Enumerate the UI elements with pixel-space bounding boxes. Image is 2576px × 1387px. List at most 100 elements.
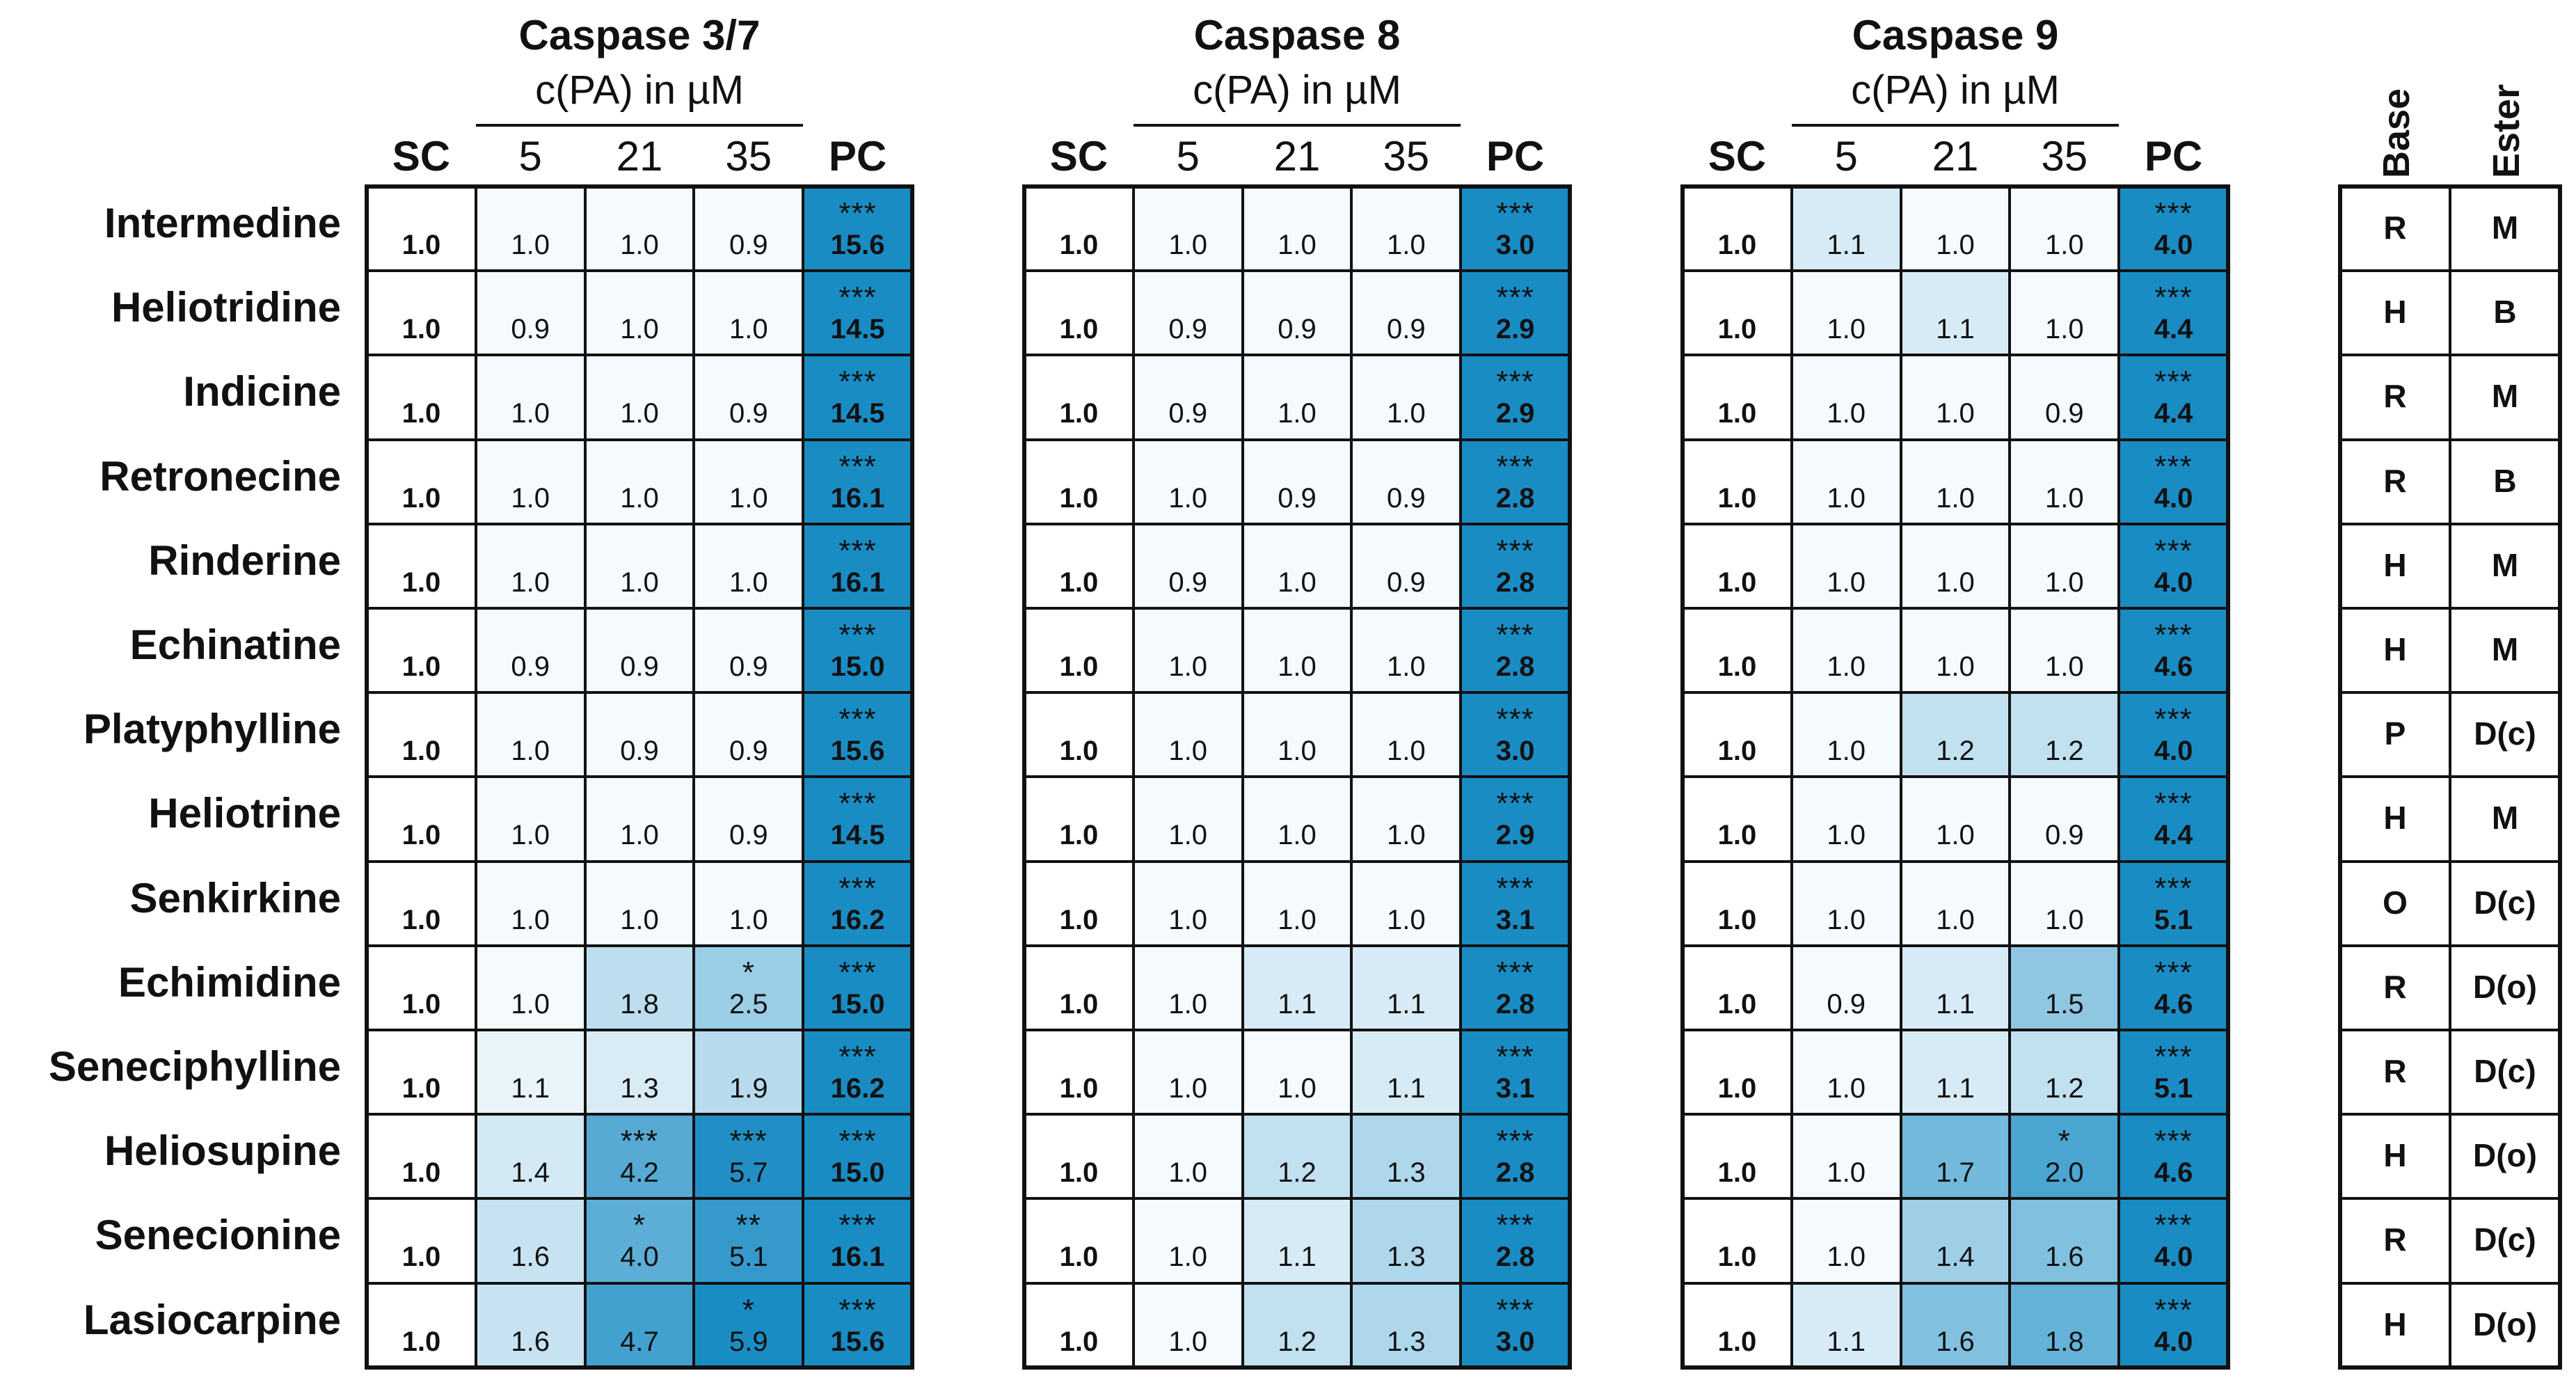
cell-value: 15.0 [830, 988, 885, 1020]
row-divider [1024, 522, 1570, 525]
significance-marker: *** [2154, 533, 2193, 568]
heatmap-cell [1683, 439, 1792, 524]
row-divider [367, 438, 912, 441]
heatmap-cell [585, 1198, 694, 1283]
heatmap-cell [803, 1283, 912, 1368]
heatmap-cell [2010, 187, 2120, 271]
significance-marker: *** [838, 1124, 877, 1159]
cell-value: 4.6 [2154, 651, 2193, 682]
significance-marker: *** [2154, 1124, 2193, 1159]
cell-value: 1.7 [1936, 1157, 1975, 1189]
cell-value: 1.0 [1936, 904, 1975, 935]
heatmap-cell [1242, 692, 1352, 777]
significance-marker: *** [2154, 1208, 2193, 1243]
heatmap-cell [803, 355, 912, 440]
heatmap-cell [694, 692, 804, 777]
significance-marker: * [742, 1292, 755, 1327]
classification-cell: H [2383, 294, 2407, 331]
heatmap-cell [367, 1198, 476, 1283]
row-divider [1683, 607, 2228, 610]
row-divider [1024, 1029, 1570, 1031]
heatmap-cell [2010, 1283, 2120, 1368]
cell-value: 5.1 [2154, 904, 2193, 935]
row-divider [1024, 859, 1570, 863]
heatmap-cell [1461, 1030, 1570, 1115]
cell-value: 2.9 [1495, 820, 1535, 851]
row-divider [1683, 1281, 2228, 1285]
heatmap-cell [475, 1198, 585, 1283]
classification-header-base: Base [2376, 88, 2417, 178]
heatmap-cell [475, 355, 585, 440]
cell-value: 1.0 [620, 230, 659, 260]
heatmap-cell [1351, 355, 1461, 440]
classification-cell: R [2383, 1221, 2407, 1258]
cell-value: 1.0 [1278, 398, 1317, 429]
heatmap-cell [2010, 1114, 2120, 1199]
heatmap-cell [694, 1030, 804, 1115]
column-header-35: 35 [1383, 133, 1430, 180]
cell-value: 1.1 [1386, 1073, 1426, 1104]
heatmap-cell [803, 861, 912, 946]
heatmap-cell [694, 523, 804, 608]
significance-marker: *** [2154, 786, 2193, 821]
cell-value: 1.0 [1168, 820, 1207, 851]
heatmap-cell [1683, 523, 1792, 608]
column-divider [1131, 187, 1135, 1368]
heatmap-cell [1683, 1198, 1792, 1283]
cell-value: 1.0 [401, 988, 441, 1020]
classification-cell: R [2383, 209, 2407, 246]
significance-marker: *** [838, 280, 877, 315]
cell-value: 3.0 [1495, 1326, 1535, 1357]
heatmap-cell [1791, 1283, 1901, 1368]
heatmap-cell [1351, 1030, 1461, 1115]
cell-value: 1.0 [401, 1073, 441, 1104]
column-header-sc: SC [1049, 133, 1108, 180]
heatmap-cell [1351, 945, 1461, 1030]
significance-marker: *** [838, 871, 877, 905]
classification-cell: R [2383, 1053, 2407, 1089]
column-header-21: 21 [616, 133, 663, 180]
cell-value: 5.9 [729, 1326, 768, 1357]
heatmap-cell [1242, 1114, 1352, 1199]
cell-value: 1.0 [2044, 314, 2084, 345]
heatmap-cell [1351, 1114, 1461, 1199]
heatmap-cell [2119, 1030, 2228, 1115]
column-divider [1350, 187, 1353, 1368]
heatmap-cell [1461, 1283, 1570, 1368]
unit-label: c(PA) in µM [1851, 68, 2060, 113]
significance-marker: *** [838, 1040, 877, 1074]
cell-value: 1.0 [1827, 820, 1866, 851]
significance-marker: *** [729, 1124, 768, 1159]
cell-value: 1.3 [1386, 1157, 1426, 1189]
heatmap-cell [475, 187, 585, 271]
cell-value: 1.0 [620, 482, 659, 514]
cell-value: 1.4 [511, 1157, 550, 1189]
cell-value: 1.0 [1717, 230, 1757, 260]
heatmap-cell [2119, 692, 2228, 777]
heatmap-cell [367, 1283, 476, 1368]
heatmap-cell [1791, 271, 1901, 356]
heatmap-cell [1461, 1198, 1570, 1283]
heatmap-cell [1900, 1283, 2010, 1368]
classification-cell: H [2383, 631, 2407, 667]
heatmap-cell [585, 692, 694, 777]
cell-value: 1.8 [620, 988, 659, 1020]
classification-cell: R [2383, 378, 2407, 415]
significance-marker: *** [1496, 449, 1534, 484]
cell-value: 1.0 [1059, 1326, 1099, 1357]
significance-marker: *** [2154, 618, 2193, 652]
cell-value: 0.9 [729, 736, 768, 767]
classification-cell: O [2383, 884, 2408, 921]
heatmap-cell [1683, 271, 1792, 356]
cell-value: 1.0 [511, 820, 550, 851]
cell-value: 1.4 [1936, 1242, 1975, 1273]
heatmap-cell [1024, 1198, 1134, 1283]
classification-frame [2338, 184, 2562, 1370]
heatmap-cell [1351, 439, 1461, 524]
heatmap-cell [2010, 861, 2120, 946]
heatmap-cell [1133, 692, 1243, 777]
cell-value: 1.0 [620, 904, 659, 935]
cell-value: 1.3 [1386, 1326, 1426, 1357]
cell-value: 1.3 [620, 1073, 659, 1104]
